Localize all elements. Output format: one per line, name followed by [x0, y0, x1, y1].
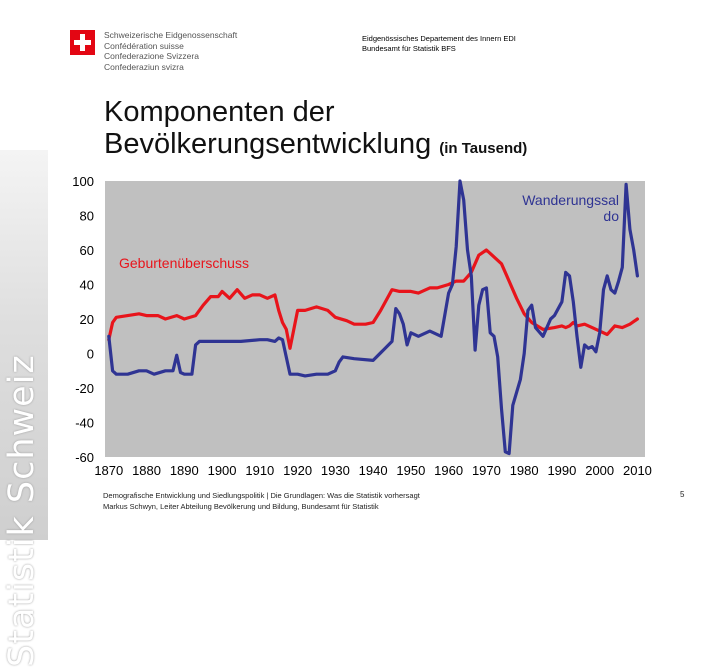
x-axis: 1870 1880 1890 1900 1910 1920 1930 1940 1950 1960…	[94, 463, 652, 478]
y-tick-label: -40	[75, 416, 94, 431]
x-tick-label: 1880	[132, 463, 161, 478]
x-tick-label: 1890	[170, 463, 199, 478]
x-tick-label: 1940	[359, 463, 388, 478]
footer-line-1: Demografische Entwicklung und Siedlungsp…	[103, 491, 420, 500]
y-tick-label: 0	[87, 347, 94, 362]
confederation-line: Confederazione Svizzera	[104, 51, 199, 61]
y-tick-label: 80	[80, 209, 94, 224]
x-tick-label: 1910	[245, 463, 274, 478]
series-line-geburtenueberschuss	[107, 248, 639, 350]
series-label-wanderungssaldo: Wanderungssal	[522, 192, 619, 208]
confederation-names: Schweizerische Eidgenossenschaft Confédé…	[104, 30, 237, 72]
x-tick-label: 2000	[585, 463, 614, 478]
x-tick-label: 1900	[208, 463, 237, 478]
page-title: Komponenten der Bevölkerungsentwicklung (…	[104, 96, 527, 165]
x-tick-label: 1950	[396, 463, 425, 478]
title-line-2-text: Bevölkerungsentwicklung	[104, 128, 432, 160]
population-chart: 100 80 60 40 20 0 -20 -40 -60 1870 1880 1890 1900 19…	[72, 174, 652, 478]
title-line-1: Komponenten der	[104, 96, 335, 128]
x-tick-label: 2010	[623, 463, 652, 478]
department-name: Eidgenössisches Departement des Innern E…	[362, 34, 516, 43]
swiss-flag-icon	[70, 30, 95, 55]
x-tick-label: 1970	[472, 463, 501, 478]
y-tick-label: 40	[80, 278, 94, 293]
y-tick-label: 20	[80, 312, 94, 327]
x-tick-label: 1960	[434, 463, 463, 478]
y-tick-label: -20	[75, 381, 94, 396]
x-tick-label: 1990	[547, 463, 576, 478]
series-label-geburtenueberschuss: Geburtenüberschuss	[119, 255, 249, 271]
office-name: Bundesamt für Statistik BFS	[362, 44, 456, 53]
series-group	[107, 179, 639, 456]
sidebar-banner: Statistik Schweiz	[0, 150, 48, 667]
series-label-wanderungssaldo: do	[603, 208, 619, 224]
confederation-line: Confédération suisse	[104, 40, 184, 51]
x-tick-label: 1980	[510, 463, 539, 478]
title-unit: (in Tausend)	[439, 140, 528, 157]
series-line-wanderungssaldo	[107, 179, 639, 456]
y-tick-label: 100	[72, 174, 94, 189]
department-block: Eidgenössisches Departement des Innern E…	[362, 34, 516, 54]
confederation-line: Confederaziun svizra	[104, 61, 184, 72]
confederation-line: Schweizerische Eidgenossenschaft	[104, 30, 238, 40]
x-tick-label: 1930	[321, 463, 350, 478]
x-tick-label: 1870	[94, 463, 123, 478]
y-tick-label: -60	[75, 450, 94, 465]
footer-line-2: Markus Schwyn, Leiter Abteilung Bevölker…	[103, 502, 379, 511]
y-axis: 100 80 60 40 20 0 -20 -40 -60	[72, 174, 94, 465]
footer: Demografische Entwicklung und Siedlungsp…	[103, 490, 420, 512]
page-number: 5	[680, 490, 685, 499]
y-tick-label: 60	[80, 243, 94, 258]
x-tick-label: 1920	[283, 463, 312, 478]
title-line-2: Bevölkerungsentwicklung (in Tausend)	[104, 128, 527, 165]
